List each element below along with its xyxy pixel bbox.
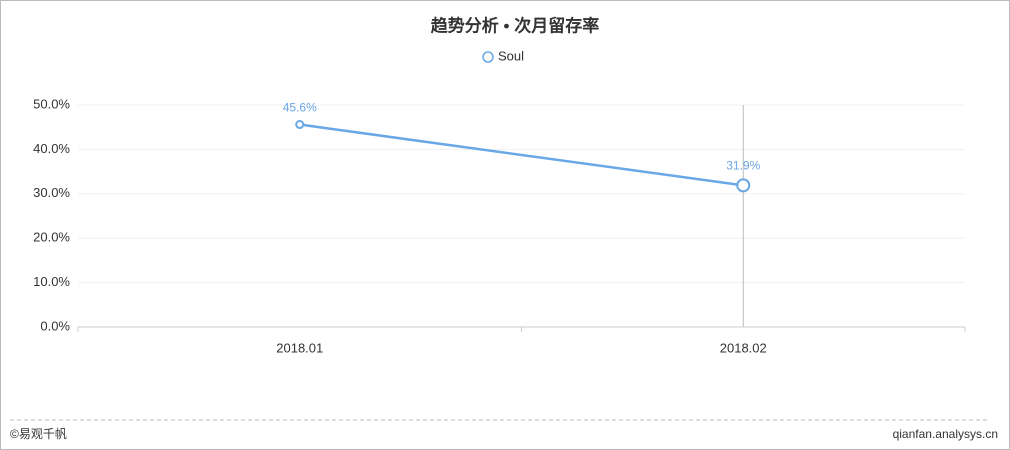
footer-right: qianfan.analysys.cn — [893, 427, 998, 441]
point — [295, 120, 305, 130]
y-tick-label: 0.0% — [40, 318, 70, 333]
value-label: 31.9% — [726, 159, 760, 173]
legend-label: Soul — [498, 48, 524, 63]
y-tick-label: 40.0% — [33, 141, 70, 156]
x-tick-label: 2018.02 — [720, 340, 767, 355]
chart-title: 趋势分析 • 次月留存率 — [431, 15, 599, 35]
value-label: 45.6% — [283, 101, 317, 115]
y-tick-label: 10.0% — [33, 274, 70, 289]
y-tick-label: 50.0% — [33, 96, 70, 111]
y-tick-label: 20.0% — [33, 230, 70, 245]
legend-marker — [482, 51, 494, 63]
series-line — [299, 123, 744, 187]
point — [736, 178, 751, 193]
y-tick-label: 30.0% — [33, 185, 70, 200]
footer-left: ©易观千帆 — [10, 426, 67, 441]
x-tick-label: 2018.01 — [276, 340, 323, 355]
